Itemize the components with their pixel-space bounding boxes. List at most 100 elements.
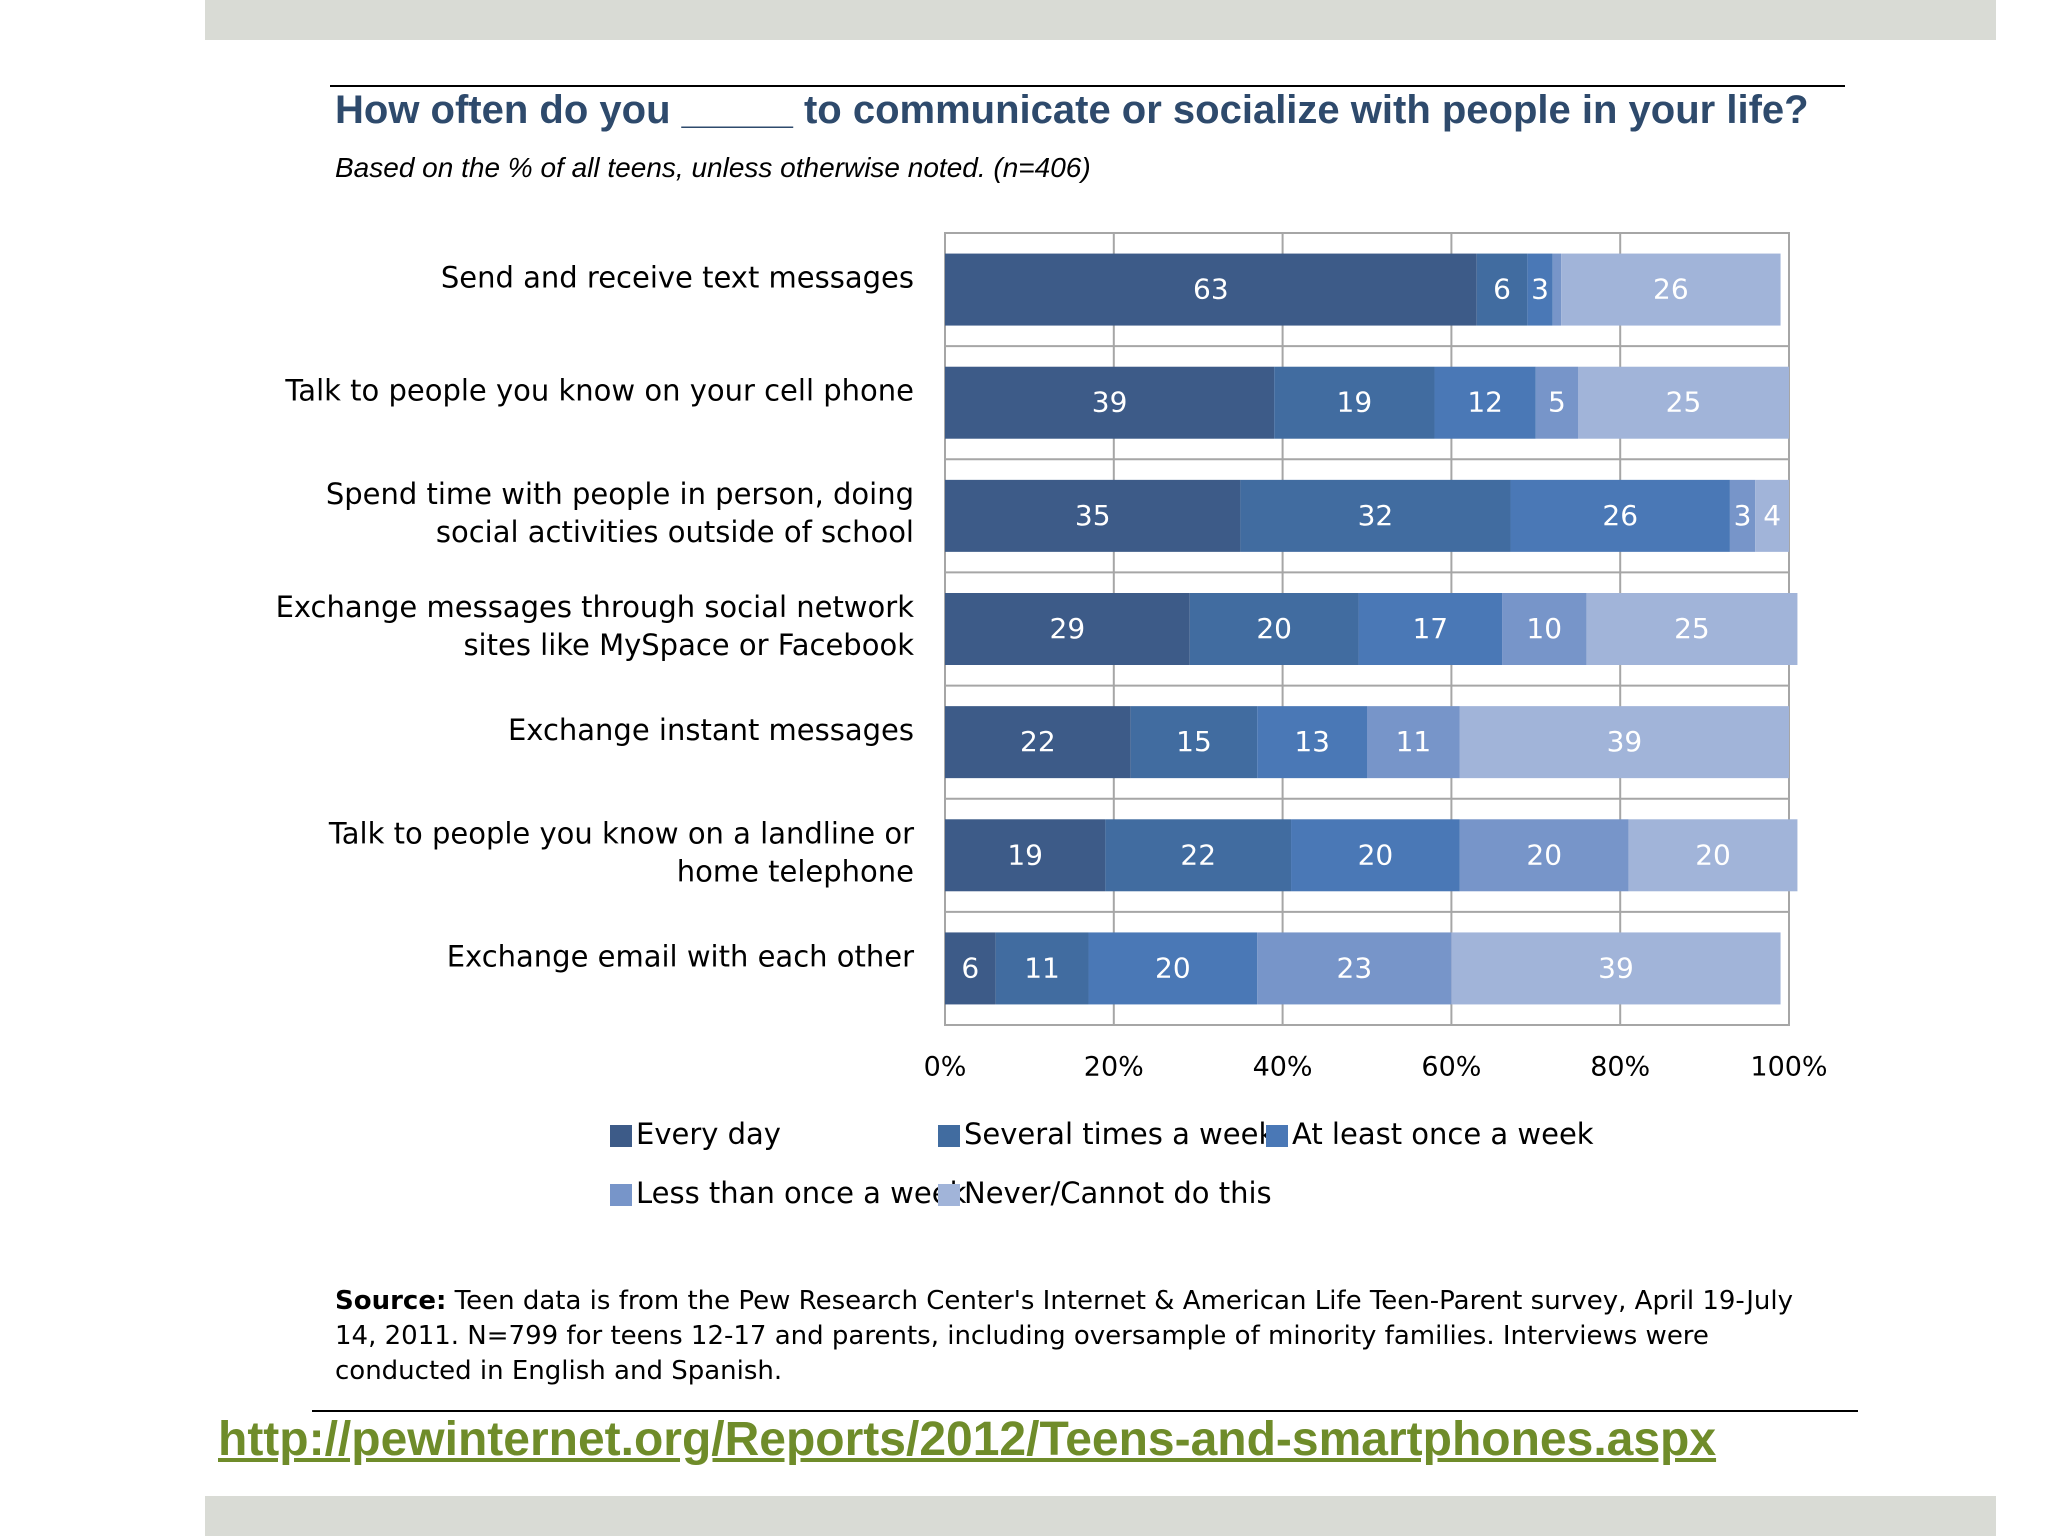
data-label: 20 [1526,838,1562,871]
source-label: Source: [335,1286,447,1316]
bar-segment [1105,819,1292,892]
bar-segment [1510,479,1730,552]
source-note: Source: Teen data is from the Pew Resear… [335,1284,1835,1389]
data-label: 22 [1180,838,1216,871]
legend-swatch [1266,1125,1288,1147]
data-label: 4 [1763,499,1781,532]
bar-segment [1367,706,1460,779]
legend-swatch [610,1125,632,1147]
data-label: 25 [1674,612,1710,645]
data-label: 17 [1412,612,1448,645]
bar-segment [945,479,1241,552]
legend-label: At least once a week [1292,1117,1594,1151]
category-label: sites like MySpace or Facebook [463,628,914,662]
top-band [205,0,1996,40]
bar-segment [1291,819,1460,892]
data-label: 32 [1358,499,1394,532]
data-label: 19 [1337,386,1373,419]
bar-segment [945,706,1131,779]
source-text: Teen data is from the Pew Research Cente… [335,1286,1794,1386]
bar-segment [1189,593,1359,665]
legend-label: Several times a week [964,1117,1275,1151]
legend-swatch [938,1184,960,1206]
x-tick-label: 0% [924,1052,967,1083]
data-label: 6 [961,951,979,984]
category-label: Exchange instant messages [508,713,914,747]
bar-segment [1729,479,1756,552]
data-label: 35 [1075,499,1111,532]
data-label: 25 [1666,386,1702,419]
data-label: 10 [1526,612,1562,645]
bar-segment [1088,932,1258,1005]
bar-segment [1527,253,1553,326]
bar-segment [1578,366,1789,439]
data-label: 20 [1155,951,1191,984]
bar-segment [1459,819,1629,892]
bar-segment [1502,593,1587,665]
bar-segment [1561,253,1781,326]
data-label: 19 [1007,838,1043,871]
data-label: 11 [1396,725,1432,758]
bar-segment [995,932,1089,1005]
category-label: home telephone [677,854,914,888]
bar-segment [1240,479,1511,552]
data-label: 20 [1256,612,1292,645]
x-tick-label: 60% [1421,1052,1481,1083]
x-tick-label: 100% [1750,1052,1827,1083]
legend-label: Never/Cannot do this [964,1176,1272,1210]
bar-segment [1434,366,1536,439]
data-label: 11 [1024,951,1060,984]
bar-segment [1476,253,1528,326]
data-label: 39 [1598,951,1634,984]
data-label: 26 [1653,273,1689,306]
data-label: 3 [1734,499,1752,532]
data-label: 15 [1176,725,1212,758]
bar-segment [1586,593,1798,665]
x-tick-label: 40% [1253,1052,1313,1083]
bar-segment [1535,366,1578,439]
category-label: Talk to people you know on a landline or [328,816,914,850]
category-label: Talk to people you know on your cell pho… [284,374,914,408]
bar-segment [945,593,1190,665]
x-tick-label: 20% [1084,1052,1144,1083]
legend-swatch [938,1125,960,1147]
legend-swatch [610,1184,632,1206]
bar-segment [1257,932,1452,1005]
bar-segment [945,932,996,1005]
data-label: 20 [1695,838,1731,871]
bar-segment [945,366,1275,439]
category-label: Exchange email with each other [447,939,914,973]
bar-segment [1628,819,1798,892]
bar-segment [1257,706,1367,779]
bar-segment [1459,706,1789,779]
bar-segment [1274,366,1435,439]
category-label: Spend time with people in person, doing [326,477,914,511]
data-label: 20 [1358,838,1394,871]
chart-title: How often do you _____ to communicate or… [335,88,1809,132]
legend-label: Less than once a week [636,1176,967,1210]
category-label: Exchange messages through social network [276,590,915,624]
data-label: 3 [1531,273,1549,306]
data-label: 63 [1193,273,1229,306]
bottom-rule [312,1410,1858,1412]
data-label: 12 [1467,386,1503,419]
report-link[interactable]: http://pewinternet.org/Reports/2012/Teen… [218,1413,1717,1466]
x-tick-label: 80% [1590,1052,1650,1083]
category-label: social activities outside of school [436,515,914,549]
data-label: 26 [1602,499,1638,532]
data-label: 39 [1092,386,1128,419]
data-label: 29 [1050,612,1086,645]
legend-label: Every day [636,1117,781,1151]
bar-segment [945,819,1106,892]
data-label: 23 [1337,951,1373,984]
data-label: 22 [1020,725,1056,758]
chart-subtitle: Based on the % of all teens, unless othe… [335,152,1091,183]
bar-segment [945,253,1477,326]
bar-segment [1451,932,1781,1005]
bar-segment [1358,593,1503,665]
bar-segment [1130,706,1258,779]
bar-segment [1552,253,1562,326]
bottom-band [205,1496,1996,1536]
data-label: 13 [1294,725,1330,758]
